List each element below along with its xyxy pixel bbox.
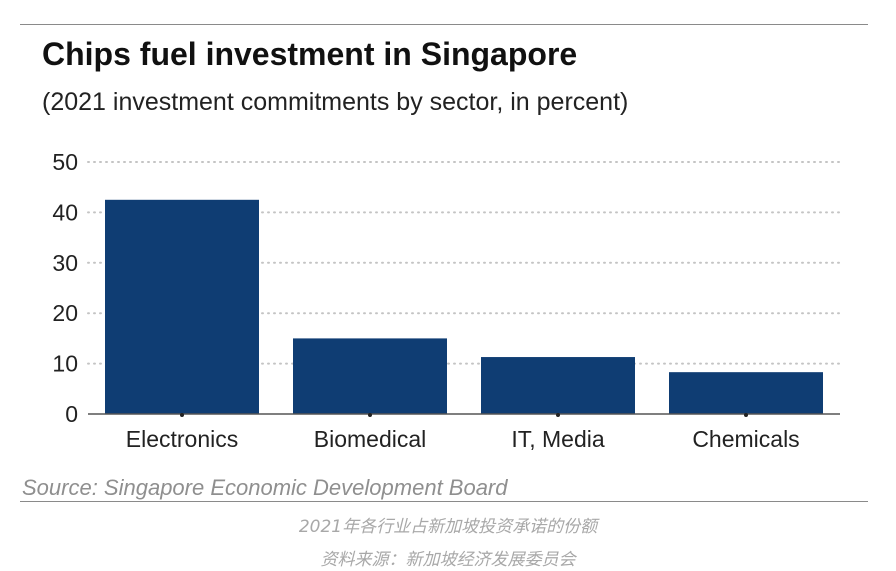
x-tick-mark — [744, 413, 748, 417]
x-tick-mark — [180, 413, 184, 417]
y-tick-label: 20 — [52, 300, 78, 326]
chinese-caption: 2021年各行业占新加坡投资承诺的份额 — [298, 517, 598, 537]
bottom-rule — [20, 501, 868, 502]
x-tick-label: IT, Media — [511, 426, 605, 452]
bar — [293, 338, 447, 414]
top-rule — [20, 24, 868, 25]
source-note: Source: Singapore Economic Development B… — [22, 475, 508, 500]
bar — [669, 372, 823, 414]
chinese-source-caption: 资料来源：新加坡经济发展委员会 — [320, 550, 576, 570]
chart-title: Chips fuel investment in Singapore — [42, 36, 578, 72]
x-tick-label: Chemicals — [692, 426, 799, 452]
x-tick-mark — [556, 413, 560, 417]
bar-chart: 0 10 20 30 40 50 Electronics Biomedical IT, Medi… — [52, 149, 841, 452]
y-tick-label: 40 — [52, 199, 78, 225]
bar — [481, 357, 635, 414]
x-tick-label: Electronics — [126, 426, 238, 452]
y-tick-label: 0 — [65, 401, 78, 427]
y-tick-label: 50 — [52, 149, 78, 175]
x-tick-mark — [368, 413, 372, 417]
bar — [105, 199, 259, 414]
chart-subtitle: (2021 investment commitments by sector, … — [42, 88, 629, 116]
x-tick-label: Biomedical — [314, 426, 427, 452]
y-tick-label: 10 — [52, 351, 78, 377]
y-tick-label: 30 — [52, 250, 78, 276]
